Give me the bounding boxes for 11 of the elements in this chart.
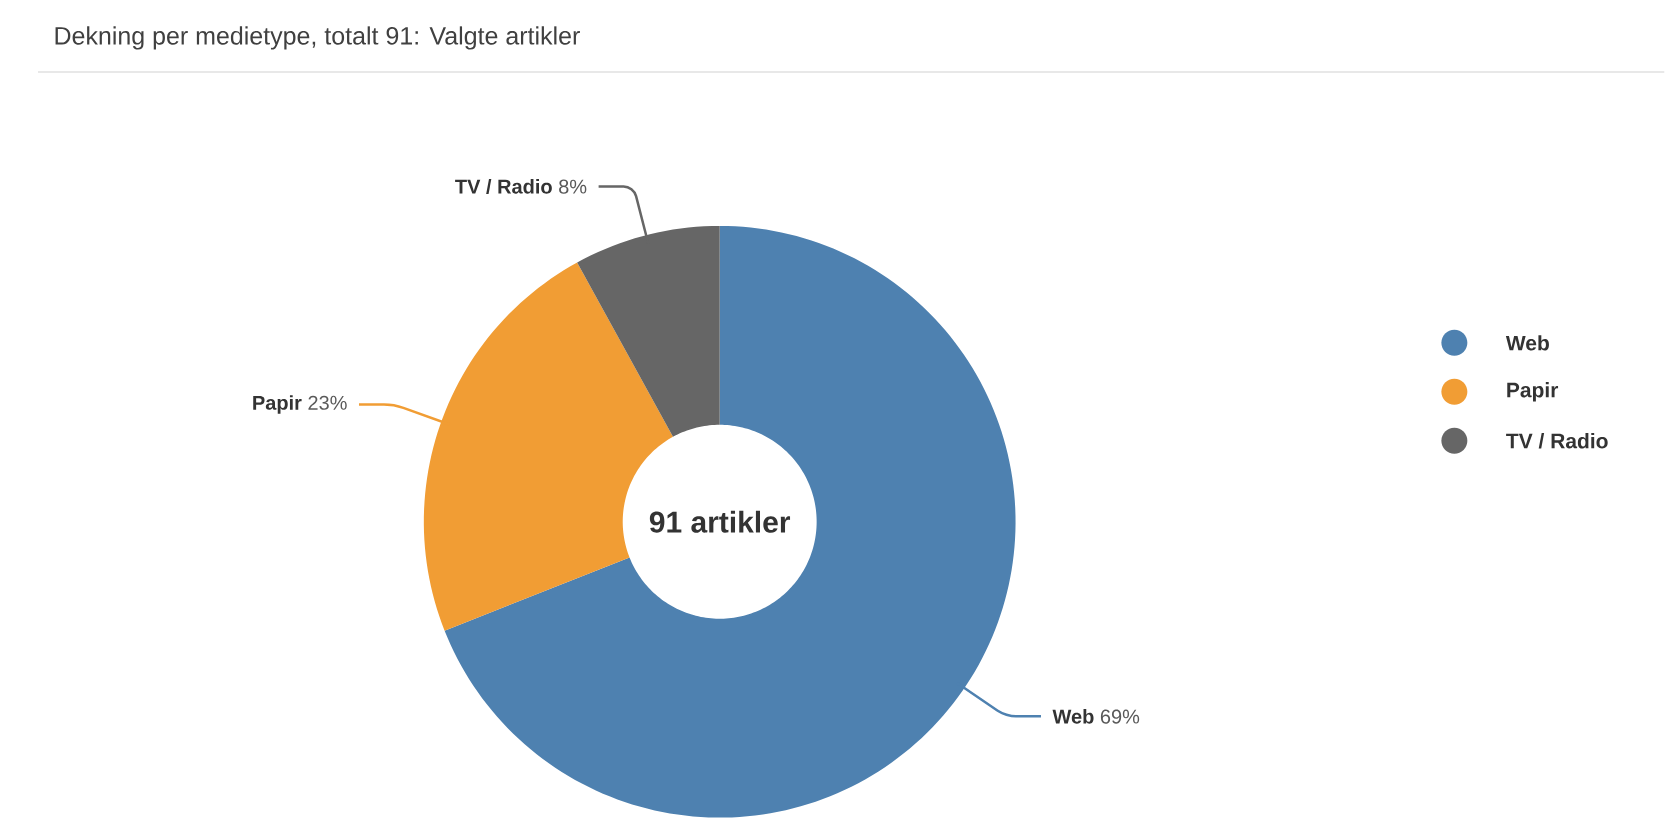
data-label: 8%	[559, 179, 587, 194]
data-label: 69%	[1100, 709, 1140, 724]
chart-title: Dekning per medietype, totalt 91: Valgte artikler	[55, 26, 580, 50]
slice-label: Web	[1052, 709, 1094, 724]
legend-label: TV / Radio	[1506, 433, 1608, 449]
slice-label: TV / Radio	[455, 179, 552, 195]
legend-label: Web	[1505, 335, 1549, 351]
text: 91 artikler	[649, 510, 791, 533]
data-label: 23%	[308, 395, 347, 411]
legend-label: Papir	[1507, 382, 1559, 402]
slice-label: Papir	[253, 395, 302, 415]
